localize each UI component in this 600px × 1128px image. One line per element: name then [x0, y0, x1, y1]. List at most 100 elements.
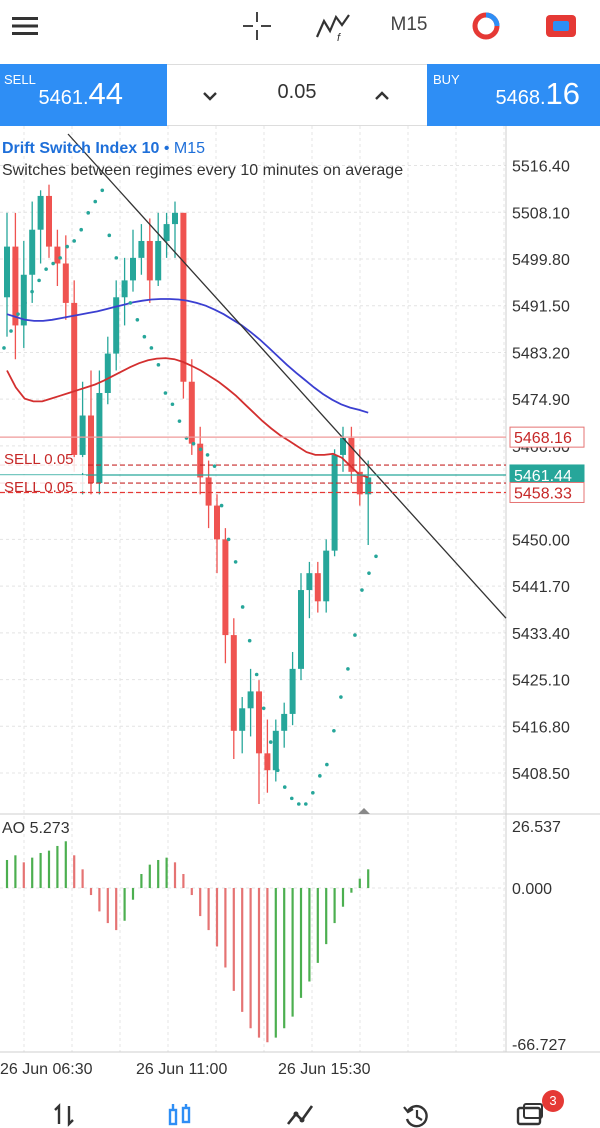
time-axis-label: 26 Jun 11:00: [136, 1061, 227, 1078]
price-tick-label: 5508.10: [512, 205, 570, 222]
parabolic-sar-dot: [100, 188, 105, 193]
lot-size-value[interactable]: 0.05: [277, 81, 317, 103]
candle-down: [205, 477, 212, 506]
candle-down: [46, 195, 52, 247]
candle-up: [281, 713, 288, 731]
candle-down: [12, 246, 19, 326]
indicator-label: AO 5.273: [2, 820, 70, 837]
position-label-bg: [0, 475, 86, 492]
hamburger-menu-icon[interactable]: [10, 10, 40, 42]
ao-tick-label: -66.727: [512, 1037, 566, 1054]
parabolic-sar-dot: [58, 256, 62, 260]
candle-up: [340, 438, 346, 455]
parabolic-sar-dot: [261, 706, 266, 711]
candle-up: [155, 240, 162, 281]
parabolic-sar-dot: [339, 695, 343, 699]
parabolic-sar-dot: [198, 447, 203, 452]
moving-average-slow-line: [6, 357, 369, 479]
ask-price-tag-bg: [509, 426, 585, 448]
trendline: [67, 133, 507, 619]
sell-button[interactable]: SELL 5461.44: [0, 64, 167, 126]
objects-icon[interactable]: [470, 10, 502, 42]
parabolic-sar-dot: [37, 278, 41, 283]
parabolic-sar-dot: [93, 199, 98, 204]
time-axis-label: 26 Jun 15:30: [278, 1061, 371, 1078]
parabolic-sar-dot: [163, 391, 168, 395]
candle-down: [356, 471, 363, 495]
candle-down: [230, 635, 237, 731]
parabolic-sar-dot: [353, 633, 357, 637]
quotes-icon[interactable]: [44, 1102, 84, 1128]
candle-up: [113, 297, 120, 354]
parabolic-sar-dot: [311, 790, 315, 795]
indicators-icon[interactable]: f: [313, 10, 353, 42]
price-tick-label: 5450.00: [512, 532, 570, 549]
parabolic-sar-dot: [240, 605, 245, 609]
candle-up: [272, 730, 279, 771]
price-tick-label: 5408.50: [512, 766, 570, 783]
lot-decrease-chevron-icon[interactable]: [197, 83, 223, 109]
history-icon[interactable]: [396, 1102, 436, 1128]
parabolic-sar-dot: [226, 537, 231, 542]
price-tick-label: 5416.80: [512, 719, 570, 736]
parabolic-sar-dot: [360, 588, 364, 592]
candle-up: [96, 392, 103, 484]
candle-down: [180, 212, 187, 382]
parabolic-sar-dot: [170, 402, 175, 407]
parabolic-sar-dot: [205, 453, 210, 457]
candle-up: [163, 224, 170, 241]
parabolic-sar-dot: [212, 464, 217, 468]
candle-down: [197, 443, 204, 478]
parabolic-sar-dot: [86, 211, 91, 215]
parabolic-sar-dot: [177, 419, 182, 423]
parabolic-sar-dot: [30, 289, 34, 294]
top-toolbar: f M15: [0, 0, 600, 60]
candle-down: [62, 263, 69, 303]
parabolic-sar-dot: [9, 329, 13, 333]
svg-text:f: f: [337, 32, 341, 41]
trade-icon[interactable]: [544, 10, 578, 42]
parabolic-sar-dot: [332, 729, 336, 733]
candle-down: [54, 246, 61, 264]
candle-down: [146, 240, 153, 281]
price-tick-label: 5483.20: [512, 345, 570, 362]
position-label: SELL 0.05: [4, 479, 74, 496]
price-tick-label: 5491.50: [512, 299, 570, 316]
candle-up: [172, 212, 178, 225]
parabolic-sar-dot: [156, 363, 161, 367]
candle-down: [214, 505, 220, 540]
parabolic-sar-dot: [282, 785, 287, 789]
parabolic-sar-dot: [121, 284, 126, 288]
chart-canvas[interactable]: 5516.40 5508.10 5499.80 5491.50 5483.20 5474.…: [0, 126, 600, 1088]
parabolic-sar-dot: [128, 301, 133, 305]
bottom-navigation: [0, 1090, 600, 1128]
candle-up: [130, 257, 136, 281]
timeframe-selector[interactable]: M15: [390, 14, 428, 35]
parabolic-sar-dot: [367, 571, 371, 575]
messages-icon[interactable]: [510, 1102, 550, 1128]
candle-up: [298, 590, 304, 669]
candle-down: [256, 691, 262, 754]
parabolic-sar-dot: [79, 227, 84, 232]
parabolic-sar-dot: [65, 244, 69, 249]
lot-increase-chevron-icon[interactable]: [369, 83, 395, 109]
parabolic-sar-dot: [304, 802, 308, 806]
candle-down: [222, 539, 229, 636]
candle-up: [289, 668, 296, 714]
lot-size-control: 0.05: [167, 64, 427, 126]
buy-label: BUY: [433, 72, 460, 87]
buy-button[interactable]: BUY 5468.16: [427, 64, 600, 126]
chart-shift-marker: [358, 808, 370, 814]
parabolic-sar-dot: [296, 802, 301, 806]
chart-icon[interactable]: [160, 1102, 200, 1128]
candle-down: [264, 753, 271, 771]
trade-nav-icon[interactable]: [280, 1102, 320, 1128]
parabolic-sar-dot: [51, 261, 55, 266]
candle-down: [348, 438, 355, 472]
parabolic-sar-dot: [135, 317, 140, 322]
parabolic-sar-dot: [374, 554, 378, 559]
crosshair-icon[interactable]: [241, 10, 273, 42]
candle-down: [188, 381, 195, 444]
price-chart[interactable]: 5516.40 5508.10 5499.80 5491.50 5483.20 5474.…: [0, 126, 600, 1088]
price-tick-label: 5474.90: [512, 392, 570, 409]
